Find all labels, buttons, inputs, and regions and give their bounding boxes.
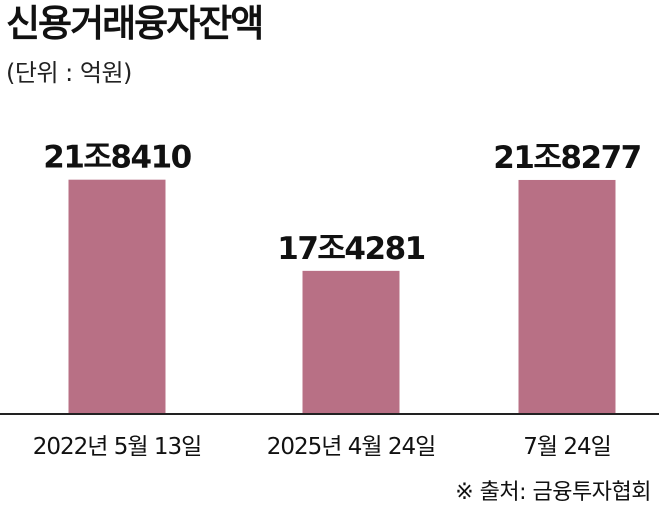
unit-label: (단위 : 억원): [6, 59, 132, 87]
value-label-2: 17조4281: [277, 231, 424, 267]
x-tick-label-1: 2022년 5월 13일: [33, 434, 202, 460]
x-tick-label-3: 7월 24일: [523, 434, 611, 460]
bar-1: [68, 179, 166, 414]
source-note: ※ 출처: 금융투자협회: [455, 480, 651, 505]
value-label-3: 21조8277: [493, 140, 640, 176]
chart-title: 신용거래융자잔액: [6, 2, 264, 45]
bar-2: [302, 270, 400, 414]
bar-3: [518, 179, 616, 414]
x-tick-label-2: 2025년 4월 24일: [267, 434, 436, 460]
value-label-1: 21조8410: [43, 140, 191, 176]
